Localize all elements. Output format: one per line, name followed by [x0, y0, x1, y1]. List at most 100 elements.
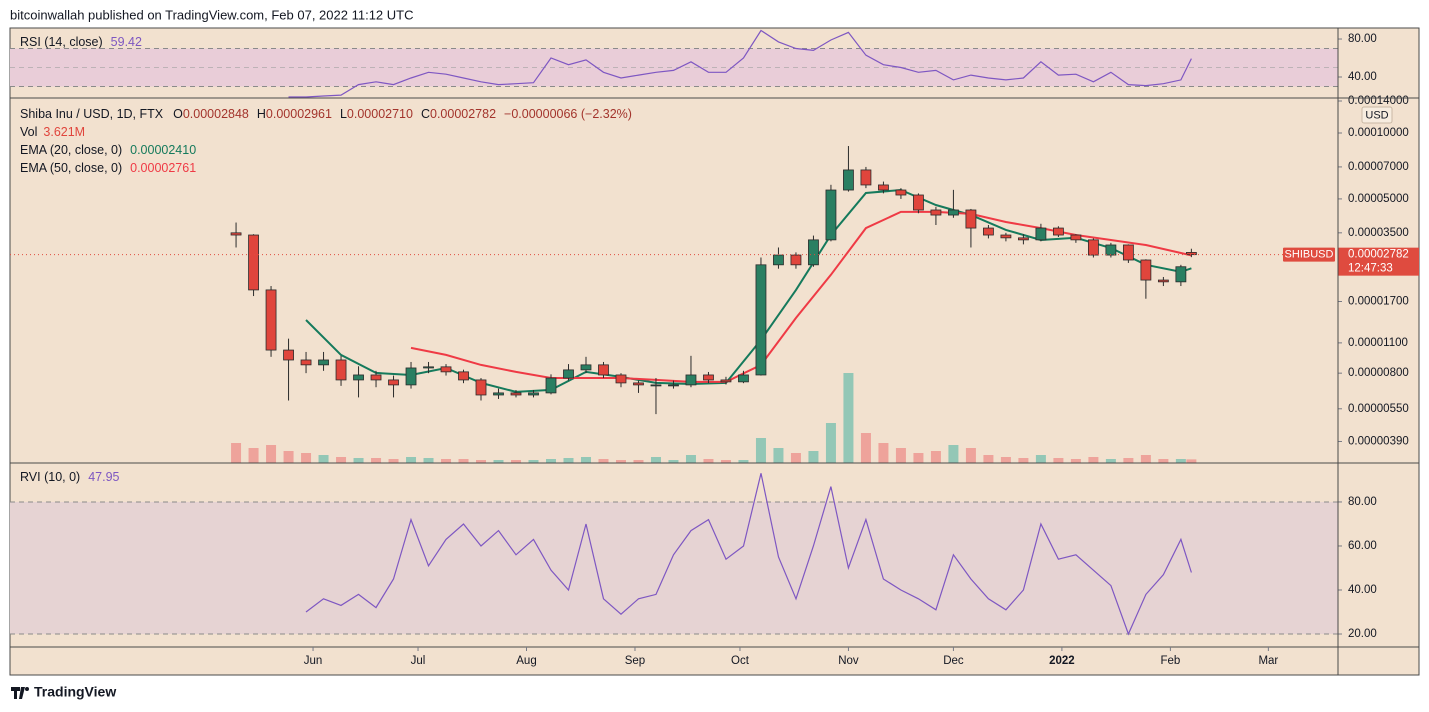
publish-note: bitcoinwallah published on TradingView.c… — [10, 7, 414, 22]
ema-line — [410, 210, 1192, 383]
volume-bar — [773, 448, 784, 463]
candle-body — [423, 366, 434, 369]
candle-body — [335, 359, 347, 381]
candle-body — [248, 234, 259, 291]
candle-body — [1035, 227, 1047, 241]
x-tick-label: Feb — [1160, 655, 1180, 667]
y-tick-label: 0.00007000 — [1348, 161, 1409, 173]
y-tick-label: 0.00000550 — [1348, 403, 1409, 415]
y-tick-label: 80.00 — [1348, 33, 1377, 45]
band-fill — [10, 501, 1338, 635]
volume-bar — [1186, 459, 1197, 463]
y-tick-label: 0.00010000 — [1348, 127, 1409, 139]
candle-body — [318, 359, 329, 366]
legend-value: 47.95 — [88, 470, 119, 484]
y-tick-label: 0.00005000 — [1348, 193, 1409, 205]
candle-body — [283, 349, 294, 361]
indicator-line — [305, 473, 1192, 636]
price-tag: 0.00002782 — [1348, 249, 1409, 261]
candle-body — [773, 254, 784, 266]
volume-bar — [633, 460, 644, 463]
candle-body — [388, 379, 399, 386]
candle-body — [1070, 234, 1082, 241]
candle-body — [790, 254, 802, 266]
volume-bar — [825, 423, 836, 463]
volume-bar — [720, 460, 731, 463]
candle-body — [458, 371, 469, 381]
ohlc-value: 0.00002710 — [347, 107, 413, 121]
volume-bar — [1000, 457, 1011, 463]
candle-body — [930, 209, 942, 216]
candle-body — [650, 384, 662, 387]
volume-bar — [336, 457, 347, 463]
candle-body — [1105, 244, 1117, 256]
candle-body — [300, 359, 312, 366]
volume-bar — [528, 460, 539, 463]
candle-body — [755, 264, 767, 376]
x-tick-label: Mar — [1258, 655, 1278, 667]
legend-name: RVI (10, 0) — [20, 470, 80, 484]
candle-body — [475, 379, 487, 396]
ema-legend: EMA (20, close, 0) 0.00002410 — [20, 143, 196, 157]
volume-bar — [388, 459, 399, 463]
y-tick-label: 0.00000800 — [1348, 367, 1409, 379]
candle-body — [860, 169, 872, 186]
pane-plot — [10, 473, 1338, 636]
volume-bar — [545, 459, 556, 463]
volume-bar — [318, 455, 329, 463]
x-tick-label: Oct — [731, 655, 750, 667]
volume-bar — [406, 457, 417, 463]
candle-body — [895, 189, 907, 196]
volume-bar — [441, 459, 452, 463]
ohlc-value: 0.00002961 — [266, 107, 332, 121]
candle-body — [265, 289, 277, 351]
candle-body — [685, 374, 697, 386]
volume-bar — [913, 453, 924, 463]
candle-body — [615, 374, 627, 384]
legend-value: 59.42 — [111, 35, 142, 49]
candle-body — [633, 382, 644, 386]
volume-legend: Vol 3.621M — [20, 125, 85, 139]
volume-bar — [476, 460, 487, 463]
ema-legend: EMA (50, close, 0) 0.00002761 — [20, 161, 196, 175]
candle-body — [493, 392, 504, 396]
candle-body — [1018, 237, 1029, 241]
volume-bar — [843, 373, 854, 463]
volume-bar — [580, 457, 591, 463]
candle-body — [825, 189, 837, 241]
legend-value: 0.00002761 — [130, 161, 196, 175]
volume-bar — [878, 443, 889, 463]
candle-body — [1175, 266, 1187, 283]
pane-legend: RVI (10, 0) 47.95 — [20, 470, 120, 484]
volume-bar — [266, 445, 277, 463]
price-tag-box — [1338, 247, 1419, 276]
candle-body — [1087, 239, 1099, 256]
brand-name: TradingView — [34, 684, 116, 700]
candle-body — [405, 367, 417, 386]
candle-body — [1157, 279, 1169, 283]
y-tick-label: 0.00001100 — [1348, 337, 1408, 349]
volume-bar — [371, 458, 382, 463]
symbol-tag-box — [1283, 247, 1335, 262]
volume-bar — [1175, 459, 1186, 463]
x-tick-label: Jul — [411, 655, 426, 667]
legend-value: 3.621M — [43, 125, 85, 139]
y-tick-label: 60.00 — [1348, 540, 1377, 552]
pane-plot — [10, 29, 1338, 98]
symbol-tag: SHIBUSD — [1285, 249, 1334, 261]
ohlc-value: 0.00002848 — [183, 107, 249, 121]
volume-bar — [685, 455, 696, 463]
ohlc-label: C — [421, 107, 430, 121]
y-tick-label: 0.00003500 — [1348, 227, 1409, 239]
legend-name: EMA (50, close, 0) — [20, 161, 122, 175]
brand-logo: TradingView — [11, 684, 116, 700]
y-tick-label: 40.00 — [1348, 71, 1377, 83]
volume-bar — [930, 451, 941, 463]
ohlc-label: L — [340, 107, 347, 121]
candle-body — [703, 374, 714, 381]
currency-box — [1361, 106, 1393, 124]
candle-body — [563, 369, 574, 379]
volume-bar — [965, 448, 976, 463]
candle-body — [598, 364, 609, 376]
